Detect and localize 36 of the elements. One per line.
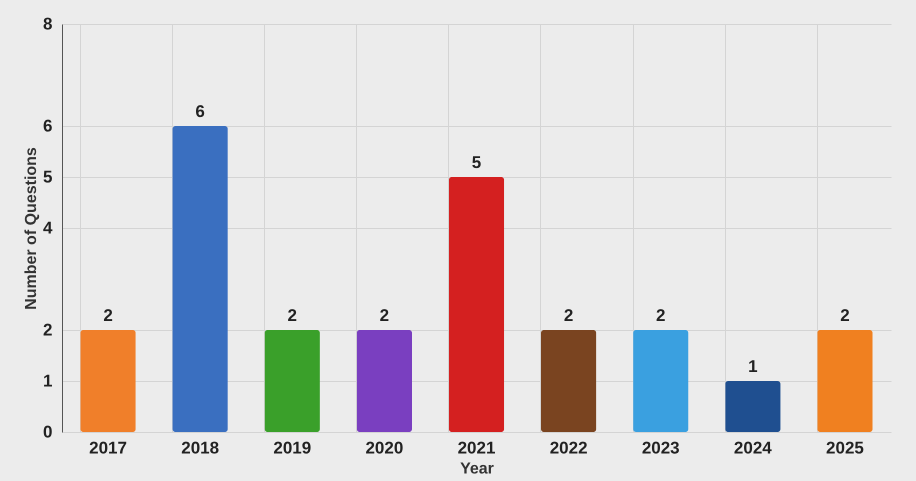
x-tick-label: 2021 [458,438,496,458]
x-tick-label: 2018 [181,438,220,458]
bar [172,126,228,432]
data-label: 2 [564,306,574,325]
data-label: 5 [472,153,482,172]
x-tick-label: 2020 [365,438,404,458]
bar [264,330,320,432]
y-tick-label: 1 [43,372,52,390]
bar [633,330,688,432]
data-label: 2 [103,306,113,325]
bar [356,330,412,432]
x-tick-label: 2024 [734,438,772,458]
data-label: 2 [288,306,298,325]
y-tick-label: 2 [43,320,52,340]
y-axis-title: Number of Questions [23,147,40,310]
y-tick-label: 4 [43,218,54,238]
y-tick-label: 8 [43,14,52,34]
bar [540,330,596,432]
x-axis-title: Year [460,460,494,478]
x-tick-label: 2025 [826,438,864,458]
data-label: 2 [380,306,390,325]
bar [80,330,136,432]
data-label: 6 [195,102,205,121]
x-tick-label: 2019 [273,438,312,458]
data-label: 1 [748,357,758,376]
x-tick-label: 2017 [89,438,127,458]
x-tick-label: 2023 [642,438,680,458]
data-label: 2 [840,306,850,325]
bar [725,381,780,432]
bar [448,177,504,432]
y-tick-label: 5 [43,168,52,186]
bar [817,330,873,432]
y-tick-label: 0 [43,422,52,442]
y-tick-label: 6 [43,116,52,136]
data-label: 2 [656,306,666,325]
x-tick-label: 2022 [550,438,588,458]
